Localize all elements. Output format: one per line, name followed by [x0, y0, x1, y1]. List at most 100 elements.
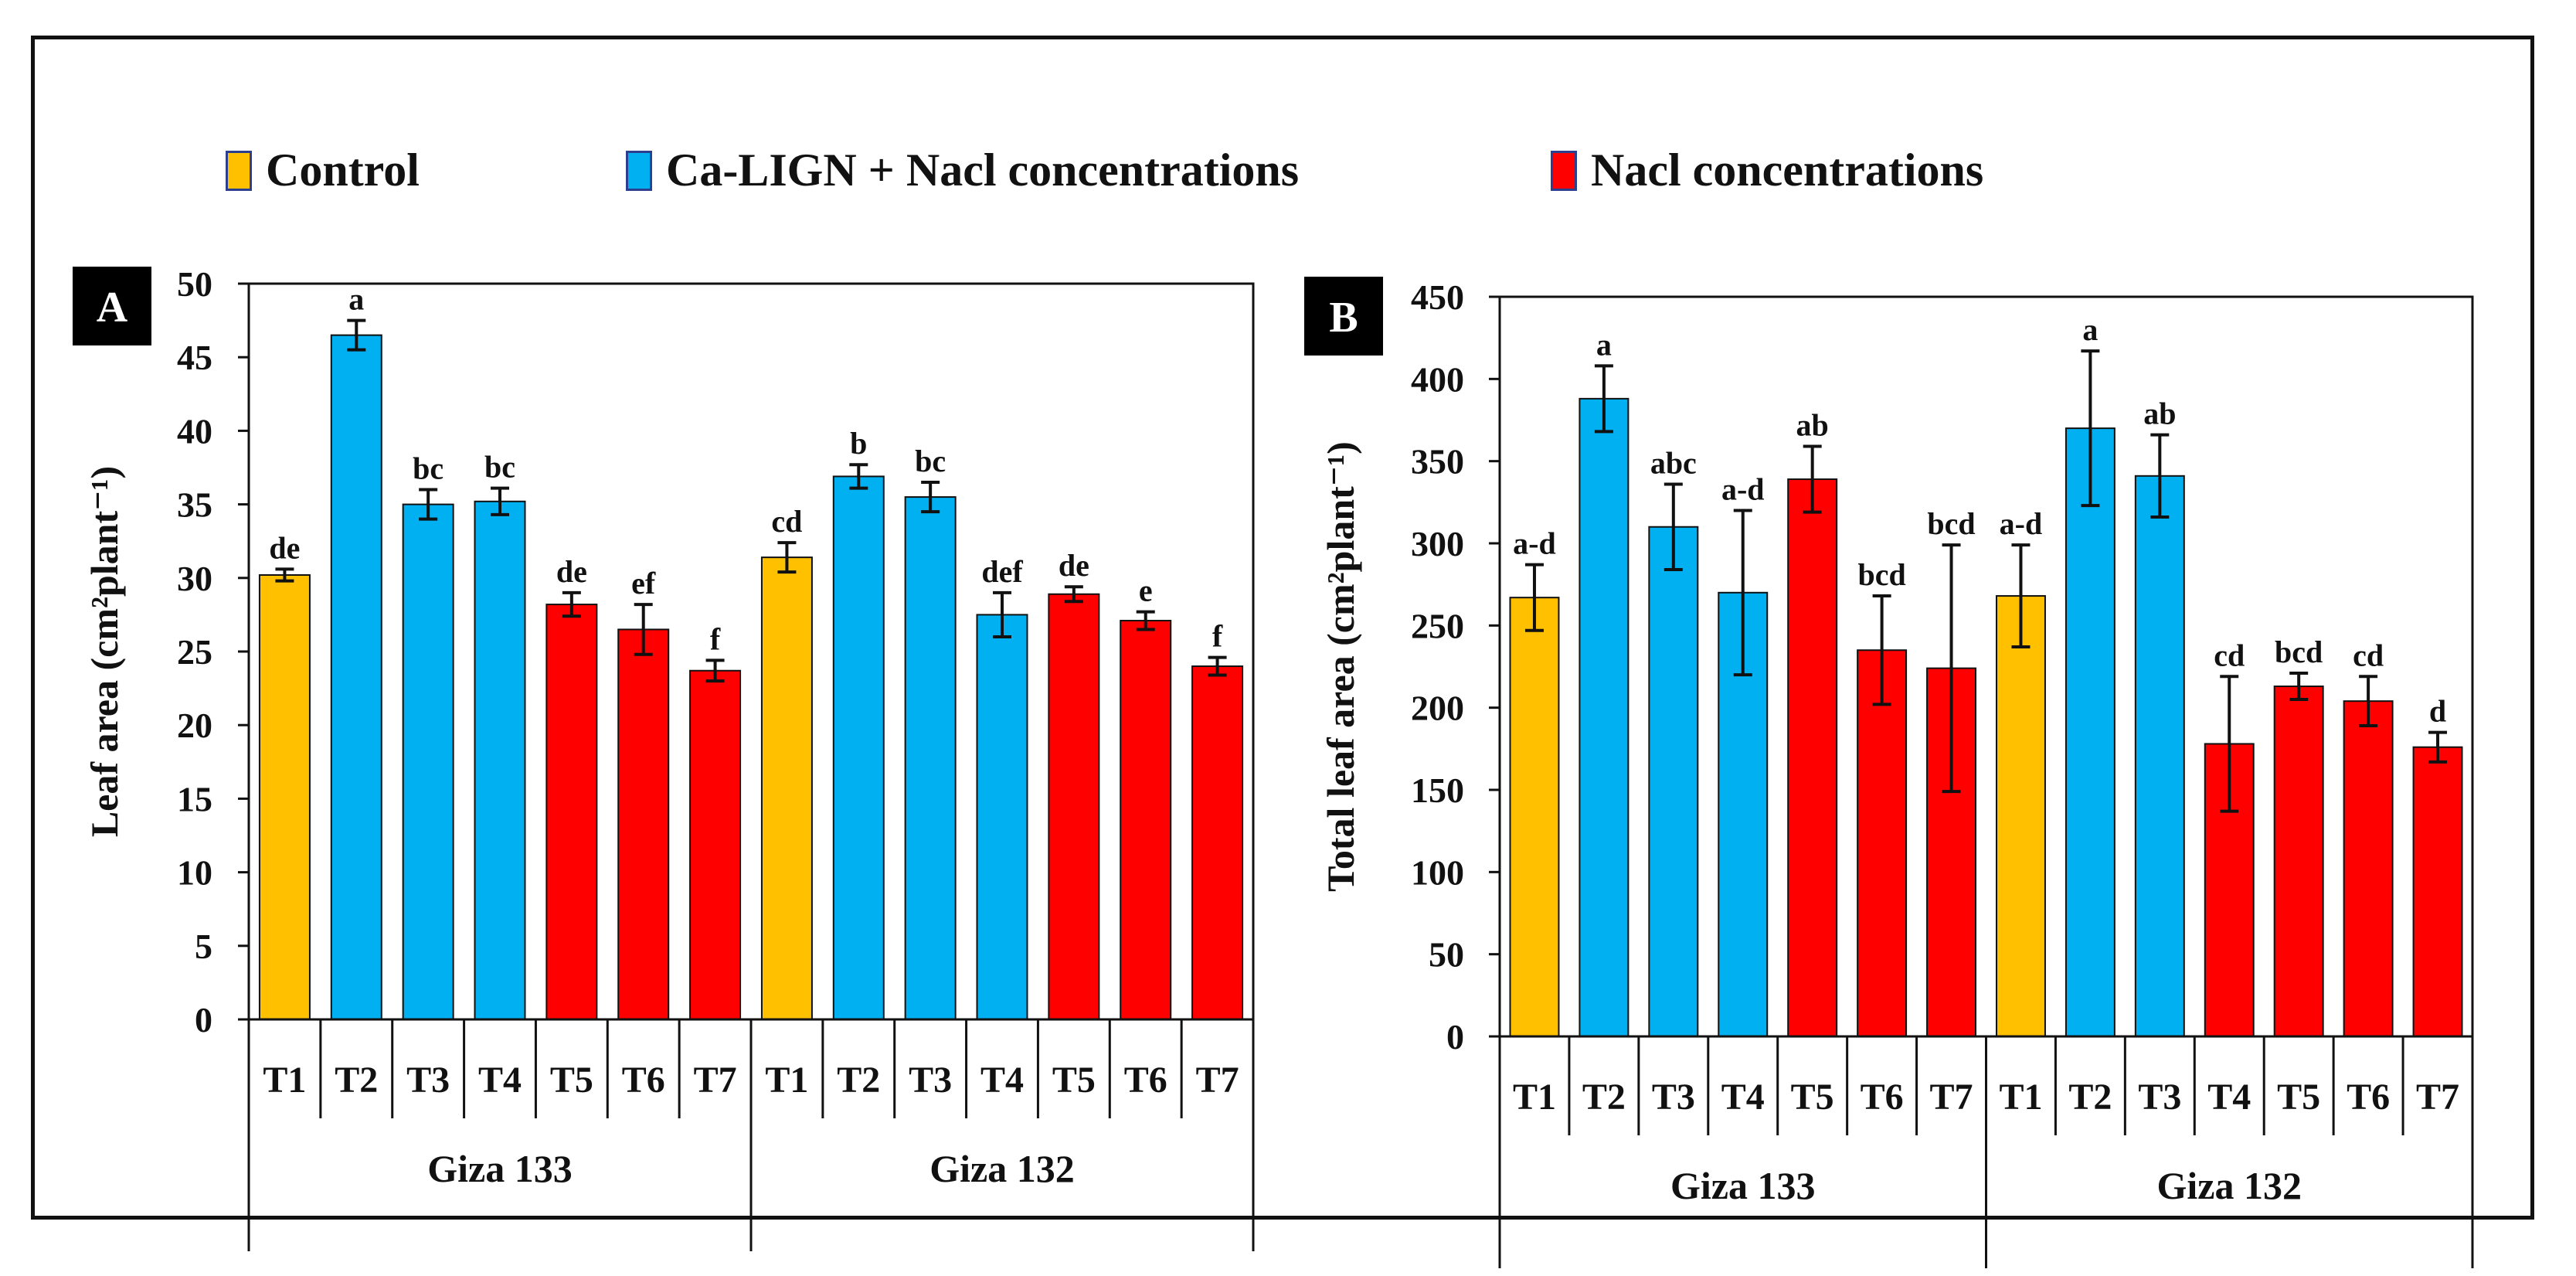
bar-a-7: [689, 669, 742, 1020]
x-tick-label: T4: [1721, 1077, 1765, 1118]
significance-letter: bcd: [1857, 557, 1905, 592]
bar-b-2: [1579, 397, 1630, 1037]
significance-letter: bcd: [1927, 506, 1975, 541]
y-tick-label: 35: [177, 485, 212, 525]
bar-b-1: [1509, 597, 1560, 1037]
significance-letter: a-d: [2000, 506, 2043, 541]
significance-letter: de: [556, 554, 587, 589]
bar-b-12: [2273, 686, 2324, 1038]
y-tick-label: 45: [177, 338, 212, 377]
x-tick-label: T2: [335, 1060, 378, 1101]
x-tick-label: T5: [2277, 1077, 2320, 1118]
group-label: Giza 132: [2157, 1164, 2302, 1207]
x-tick-label: T6: [622, 1060, 665, 1101]
bar-b-6: [1857, 649, 1908, 1037]
y-tick-label: 5: [195, 927, 212, 966]
legend-label-control: Control: [266, 145, 420, 196]
significance-letter: de: [1059, 548, 1089, 583]
significance-letter: b: [850, 426, 867, 461]
x-tick-label: T1: [1999, 1077, 2042, 1118]
bar-b-10: [2134, 475, 2185, 1037]
panel-badge-b: [1304, 277, 1383, 356]
significance-letter: f: [1212, 619, 1223, 654]
x-tick-label: T1: [765, 1060, 808, 1101]
chart-panel-b: B Total leaf area (cm²plant⁻¹) 0 50 100 150 20…: [1304, 277, 2474, 1268]
bar-a-12: [1048, 593, 1100, 1020]
x-tick-label: T6: [2347, 1077, 2390, 1118]
y-tick-label: 20: [177, 706, 212, 745]
y-axis-title-a: Leaf area (cm²plant⁻¹): [83, 466, 126, 837]
bar-b-5: [1787, 478, 1838, 1037]
y-tick-label: 15: [177, 779, 212, 818]
significance-letter: bc: [413, 451, 443, 486]
significance-letter: e: [1139, 573, 1153, 608]
bar-a-14: [1191, 665, 1244, 1020]
significance-letter: a-d: [1513, 526, 1556, 561]
bar-b-9: [2065, 427, 2116, 1037]
bar-a-8: [760, 556, 813, 1020]
x-tick-label: T2: [2068, 1077, 2112, 1118]
significance-letter: cd: [2353, 638, 2384, 672]
significance-letter: bcd: [2275, 635, 2323, 669]
x-tick-label: T7: [1930, 1077, 1973, 1118]
significance-letter: a-d: [1721, 471, 1765, 506]
chart-panel-a: A Leaf area (cm²plant⁻¹) 0 5 10 15 20 25 30 35 40 4…: [73, 264, 1255, 1251]
significance-letter: de: [269, 530, 300, 565]
legend-swatch-control: [226, 150, 252, 191]
significance-letter: bc: [915, 444, 946, 478]
y-tick-label: 250: [1411, 606, 1464, 645]
bar-b-13: [2343, 700, 2394, 1037]
plot-area-a: [247, 282, 1255, 1021]
significance-letter: abc: [1650, 445, 1697, 480]
significance-letter: ab: [2143, 396, 2176, 431]
plot-area-b: [1498, 295, 2474, 1038]
legend-swatch-nacl: [1551, 150, 1577, 191]
x-tick-label: T2: [837, 1060, 880, 1101]
y-tick-label: 40: [177, 411, 212, 451]
significance-letter: def: [981, 554, 1023, 589]
significance-letter: d: [2429, 694, 2446, 729]
panel-badge-a: [73, 267, 151, 345]
legend-item-ca-lign: Ca-LIGN + Nacl concentrations: [626, 144, 1299, 197]
bar-a-6: [617, 628, 670, 1020]
x-tick-label: T7: [1196, 1060, 1239, 1101]
x-tick-label: T5: [550, 1060, 593, 1101]
y-tick-label: 300: [1411, 524, 1464, 563]
x-tick-label: T6: [1861, 1077, 1904, 1118]
bar-a-2: [330, 334, 382, 1020]
bar-a-11: [976, 614, 1028, 1020]
panel-label-b: B: [1329, 294, 1358, 342]
bar-a-1: [258, 573, 311, 1020]
figure-frame: [31, 36, 2534, 1220]
bar-a-10: [904, 496, 957, 1020]
y-tick-label: 200: [1411, 689, 1464, 728]
x-tick-label: T4: [2207, 1077, 2251, 1118]
x-tick-label: T5: [1791, 1077, 1834, 1118]
y-tick-label: 30: [177, 559, 212, 598]
bar-a-4: [474, 500, 526, 1020]
y-tick-label: 0: [195, 1000, 212, 1040]
bar-a-13: [1120, 620, 1172, 1020]
significance-letter: ab: [1796, 408, 1829, 443]
bar-a-9: [832, 475, 885, 1020]
y-axis-title-b: Total leaf area (cm²plant⁻¹): [1319, 441, 1362, 892]
panel-label-a: A: [97, 284, 128, 332]
x-tick-label: T7: [2416, 1077, 2459, 1118]
y-tick-label: 50: [177, 264, 212, 304]
x-tick-label: T3: [1652, 1077, 1695, 1118]
significance-letter: cd: [2214, 638, 2245, 672]
group-label: Giza 132: [929, 1147, 1074, 1190]
y-tick-label: 25: [177, 632, 212, 672]
group-label: Giza 133: [427, 1147, 572, 1190]
significance-letter: cd: [771, 504, 802, 539]
x-tick-label: T5: [1052, 1060, 1096, 1101]
legend-label-nacl: Nacl concentrations: [1591, 145, 1984, 196]
x-tick-label: T4: [478, 1060, 522, 1101]
bar-a-3: [402, 503, 454, 1020]
x-tick-label: T2: [1582, 1077, 1626, 1118]
y-tick-label: 10: [177, 853, 212, 893]
y-tick-label: 350: [1411, 442, 1464, 481]
x-tick-label: T3: [406, 1060, 450, 1101]
significance-letter: bc: [484, 450, 515, 485]
